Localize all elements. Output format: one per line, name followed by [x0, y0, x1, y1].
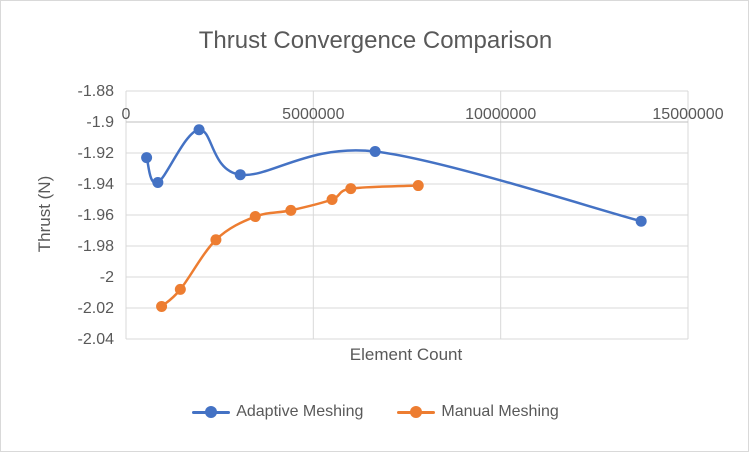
data-point-0 — [141, 152, 153, 164]
x-tick-label: 0 — [122, 106, 131, 123]
y-tick-label: -2.04 — [78, 331, 115, 348]
y-tick-label: -2 — [100, 269, 114, 286]
legend: Adaptive Meshing Manual Meshing — [1, 403, 749, 421]
chart-title: Thrust Convergence Comparison — [198, 27, 553, 54]
data-point-1 — [210, 234, 222, 246]
data-point-1 — [174, 283, 186, 295]
y-axis-title: Thrust (N) — [35, 176, 54, 253]
data-point-0 — [234, 169, 246, 181]
data-point-1 — [412, 180, 424, 192]
y-tick-label: -1.9 — [86, 114, 114, 131]
series-layer — [141, 124, 647, 312]
y-tick-label: -2.02 — [78, 300, 115, 317]
x-tick-labels: 0 5000000 10000000 15000000 — [122, 106, 724, 123]
data-point-0 — [369, 145, 381, 157]
legend-swatch-manual — [397, 406, 436, 418]
y-tick-labels: -1.88 -1.9 -1.92 -1.94 -1.96 -1.98 -2 -2.02 -2.0… — [78, 83, 115, 348]
data-point-0 — [635, 215, 647, 227]
y-tick-label: -1.98 — [78, 238, 115, 255]
gridlines — [125, 90, 689, 340]
legend-label-adaptive: Adaptive Meshing — [236, 403, 364, 420]
legend-item-manual: Manual Meshing — [397, 403, 559, 421]
legend-swatch-adaptive — [192, 406, 231, 418]
y-tick-label: -1.96 — [78, 207, 115, 224]
x-tick-label: 10000000 — [465, 106, 536, 123]
y-tick-label: -1.88 — [78, 83, 115, 100]
legend-item-adaptive: Adaptive Meshing — [192, 403, 363, 421]
x-axis-title: Element Count — [350, 345, 463, 364]
y-tick-label: -1.92 — [78, 145, 115, 162]
data-point-0 — [193, 124, 205, 136]
data-point-1 — [285, 204, 297, 216]
y-tick-label: -1.94 — [78, 176, 115, 193]
legend-label-manual: Manual Meshing — [441, 403, 559, 420]
x-tick-label: 5000000 — [282, 106, 344, 123]
data-point-1 — [345, 183, 357, 195]
x-tick-label: 15000000 — [652, 106, 723, 123]
series-line-0 — [145, 128, 643, 223]
data-point-1 — [156, 300, 168, 312]
data-point-1 — [326, 194, 338, 205]
data-point-1 — [249, 211, 261, 223]
data-point-0 — [152, 176, 164, 188]
